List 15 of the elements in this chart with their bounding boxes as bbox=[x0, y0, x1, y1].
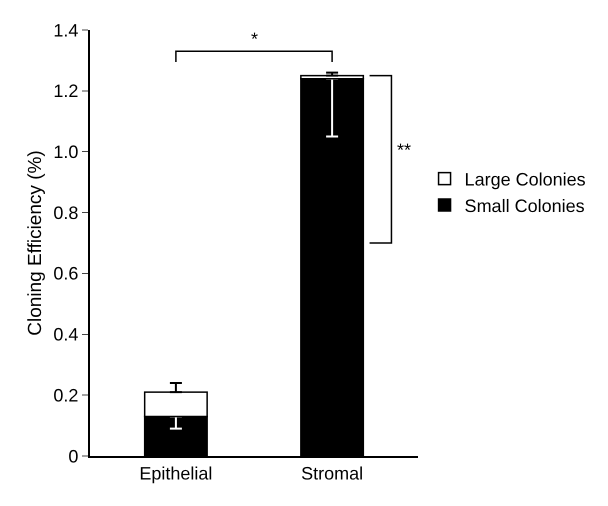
y-tick-label: 1.2 bbox=[53, 81, 78, 102]
y-tick-label: 0.6 bbox=[53, 264, 78, 284]
x-tick-label: Stromal bbox=[301, 464, 364, 484]
y-tick-label: 1.0 bbox=[53, 142, 78, 162]
y-axis-title: Cloning Efficiency (%) bbox=[25, 150, 46, 336]
annotation: ** bbox=[397, 140, 412, 160]
y-tick-label: 0.8 bbox=[53, 202, 78, 223]
y-tick-label: 0 bbox=[68, 446, 78, 466]
annotation: * bbox=[251, 29, 258, 49]
y-tick-label: 1.4 bbox=[53, 20, 78, 40]
x-tick-label: Epithelial bbox=[139, 464, 212, 484]
legend-label: Large Colonies bbox=[464, 170, 586, 190]
legend-label: Small Colonies bbox=[464, 196, 585, 216]
y-tick-label: 0.2 bbox=[53, 385, 78, 406]
y-tick-label: 0.4 bbox=[53, 324, 78, 345]
